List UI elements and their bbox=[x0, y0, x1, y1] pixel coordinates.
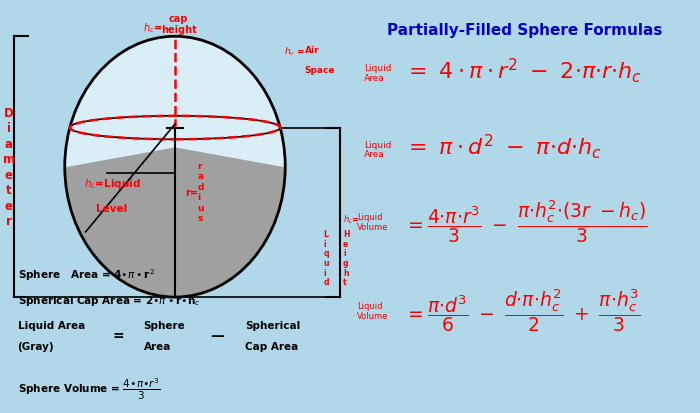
Text: $h_c$=: $h_c$= bbox=[144, 21, 162, 35]
Text: Area: Area bbox=[144, 342, 171, 351]
Text: $h_L$=: $h_L$= bbox=[343, 213, 360, 225]
Text: cap
height: cap height bbox=[160, 14, 197, 35]
Text: $h_L$=Liquid: $h_L$=Liquid bbox=[83, 177, 141, 191]
Text: $= \ 4 \cdot \pi \cdot r^2 \ - \ 2{\cdot}\pi{\cdot}r{\cdot}h_c$: $= \ 4 \cdot \pi \cdot r^2 \ - \ 2{\cdot… bbox=[405, 56, 643, 85]
Text: Partially-Filled Sphere Formulas: Partially-Filled Sphere Formulas bbox=[387, 23, 663, 38]
Text: Sphere   Area = 4$\bullet\pi\bullet$r$^2$: Sphere Area = 4$\bullet\pi\bullet$r$^2$ bbox=[18, 266, 155, 282]
Text: r=: r= bbox=[186, 187, 199, 197]
Text: D
i
a
m
e
t
e
r: D i a m e t e r bbox=[3, 107, 15, 228]
Text: $= \dfrac{4{\cdot}\pi{\cdot} r^3}{3} \ - \ \dfrac{\pi{\cdot}h_c^2{\cdot}(3r \ - : $= \dfrac{4{\cdot}\pi{\cdot} r^3}{3} \ -… bbox=[405, 197, 648, 244]
Text: H
e
i
g
h
t: H e i g h t bbox=[343, 229, 349, 287]
Text: Liquid
Volume: Liquid Volume bbox=[357, 213, 388, 231]
Text: (Gray): (Gray) bbox=[18, 342, 54, 351]
Text: Spherical Cap Area = 2$\bullet\pi\bullet$r$\bullet$h$_c$: Spherical Cap Area = 2$\bullet\pi\bullet… bbox=[18, 293, 200, 307]
Text: =: = bbox=[112, 328, 124, 342]
Polygon shape bbox=[64, 37, 286, 167]
Text: Cap Area: Cap Area bbox=[245, 342, 298, 351]
Text: Liquid
Area: Liquid Area bbox=[364, 140, 391, 159]
Text: $h_c$ =: $h_c$ = bbox=[284, 45, 304, 58]
Polygon shape bbox=[65, 37, 286, 297]
Text: Spherical: Spherical bbox=[245, 320, 300, 330]
Text: Level: Level bbox=[97, 204, 127, 214]
Text: Sphere: Sphere bbox=[144, 320, 186, 330]
Text: r
a
d
i
u
s: r a d i u s bbox=[197, 161, 204, 223]
Text: Liquid Area: Liquid Area bbox=[18, 320, 85, 330]
Text: —: — bbox=[210, 328, 224, 342]
Text: L
i
q
u
i
d: L i q u i d bbox=[323, 229, 329, 287]
Text: $= \ \pi \cdot d^2 \ - \ \pi{\cdot}d{\cdot}h_c$: $= \ \pi \cdot d^2 \ - \ \pi{\cdot}d{\cd… bbox=[405, 132, 602, 161]
Text: Liquid
Volume: Liquid Volume bbox=[357, 301, 388, 320]
Text: Sphere Volume = $\dfrac{4{\bullet}\pi{\bullet}r^3}{3}$: Sphere Volume = $\dfrac{4{\bullet}\pi{\b… bbox=[18, 376, 160, 401]
Text: $= \dfrac{\pi{\cdot}d^3}{6} \ - \ \dfrac{d{\cdot}\pi{\cdot}h_c^2}{2} \ + \ \dfra: $= \dfrac{\pi{\cdot}d^3}{6} \ - \ \dfrac… bbox=[405, 286, 640, 333]
Text: Liquid
Area: Liquid Area bbox=[364, 64, 391, 83]
Text: Air: Air bbox=[304, 45, 319, 55]
Text: Space: Space bbox=[304, 66, 335, 75]
